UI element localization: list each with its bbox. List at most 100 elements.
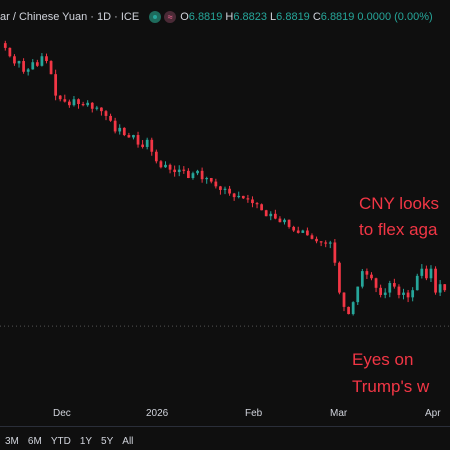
candle-down [81, 104, 85, 106]
candle-down [100, 107, 103, 112]
candle-down [3, 43, 7, 48]
candle-down [443, 284, 447, 291]
candle-down [159, 161, 163, 168]
candle-up [72, 99, 76, 106]
candle-down [136, 135, 140, 145]
candle-down [306, 230, 309, 236]
candle-down [187, 170, 190, 178]
range-ytd-button[interactable]: YTD [50, 436, 71, 447]
candle-down [246, 198, 250, 200]
candle-up [438, 284, 442, 293]
range-1y-button[interactable]: 1Y [79, 436, 93, 447]
candle-up [86, 102, 90, 106]
candle-down [296, 230, 300, 233]
low-value: 6.8819 [276, 11, 310, 23]
candle-down [173, 169, 177, 173]
candle-up [360, 271, 364, 287]
candle-up [223, 188, 227, 190]
range-6m-button[interactable]: 6M [27, 436, 42, 447]
x-label-mar: Mar [330, 408, 348, 419]
close-value: 6.8819 [320, 11, 355, 23]
candle-up [118, 127, 122, 132]
candle-down [251, 199, 254, 204]
open-key: O [180, 11, 189, 23]
candle-up [383, 292, 387, 295]
change-value: 0.0000 (0.00%) [357, 11, 433, 23]
market-status-icon[interactable] [149, 11, 162, 23]
candle-up [145, 139, 149, 147]
candle-down [287, 219, 291, 227]
candle-down [241, 195, 245, 199]
high-value: 6.8823 [233, 11, 268, 23]
candle-down [67, 101, 71, 106]
candle-down [374, 278, 378, 288]
candle-down [13, 56, 16, 64]
candle-up [301, 230, 305, 233]
range-all-button[interactable]: All [122, 436, 134, 447]
candle-down [310, 235, 314, 239]
range-selector: 3M 6M YTD 1Y 5Y All [5, 436, 133, 447]
candle-down [214, 181, 218, 187]
candle-down [392, 283, 396, 287]
candle-down [260, 204, 263, 211]
close-key: C [312, 11, 321, 23]
candle-down [150, 139, 154, 152]
candle-down [109, 115, 112, 121]
candle-up [420, 268, 424, 276]
wave-icon[interactable]: ≈ [164, 11, 177, 23]
range-5y-button[interactable]: 5Y [101, 436, 114, 447]
x-label-2026: 2026 [146, 408, 169, 419]
candle-down [434, 268, 437, 293]
chart-legend: ar / Chinese Yuan · 1D · ICE ≈ O 6.8819 H… [0, 8, 436, 26]
candle-down [292, 226, 296, 231]
annotation-eyes-2: Trump's w [352, 377, 430, 396]
candle-up [388, 283, 392, 293]
candle-down [141, 144, 144, 147]
candle-down [182, 169, 186, 171]
candles [3, 40, 447, 316]
candle-down [90, 102, 94, 109]
candle-down [113, 120, 117, 132]
candle-up [328, 242, 332, 244]
candle-up [205, 178, 209, 180]
candle-down [122, 127, 126, 136]
candle-up [95, 107, 99, 109]
annotation-eyes-1: Eyes on [352, 350, 414, 369]
candle-up [132, 135, 135, 138]
candle-up [429, 268, 433, 279]
bottom-divider [0, 426, 450, 427]
candle-down [22, 61, 25, 72]
candle-up [415, 275, 419, 291]
candle-down [228, 188, 231, 194]
candle-up [356, 286, 360, 303]
candle-down [200, 170, 204, 180]
candle-up [351, 302, 355, 315]
high-key: H [225, 11, 234, 23]
candle-down [219, 186, 222, 190]
candle-down [168, 164, 172, 170]
candle-down [273, 213, 277, 219]
candle-down [63, 99, 67, 102]
candle-up [17, 61, 21, 64]
candle-up [40, 56, 44, 66]
candle-up [237, 195, 241, 198]
candle-down [209, 178, 213, 182]
candle-down [342, 292, 346, 307]
candle-up [196, 170, 199, 174]
x-label-dec: Dec [53, 408, 71, 419]
candle-up [269, 213, 273, 217]
symbol-title[interactable]: ar / Chinese Yuan · 1D · ICE [0, 11, 140, 23]
candle-down [255, 203, 259, 205]
candle-down [104, 111, 108, 116]
x-label-feb: Feb [245, 408, 263, 419]
range-3m-button[interactable]: 3M [5, 436, 19, 447]
candle-down [54, 74, 58, 96]
candle-down [278, 218, 282, 223]
annotation-cny-2: to flex aga [359, 220, 438, 239]
candle-down [154, 151, 158, 162]
candle-down [35, 62, 39, 66]
low-key: L [270, 11, 277, 23]
candle-up [411, 290, 415, 298]
candle-down [347, 306, 350, 315]
